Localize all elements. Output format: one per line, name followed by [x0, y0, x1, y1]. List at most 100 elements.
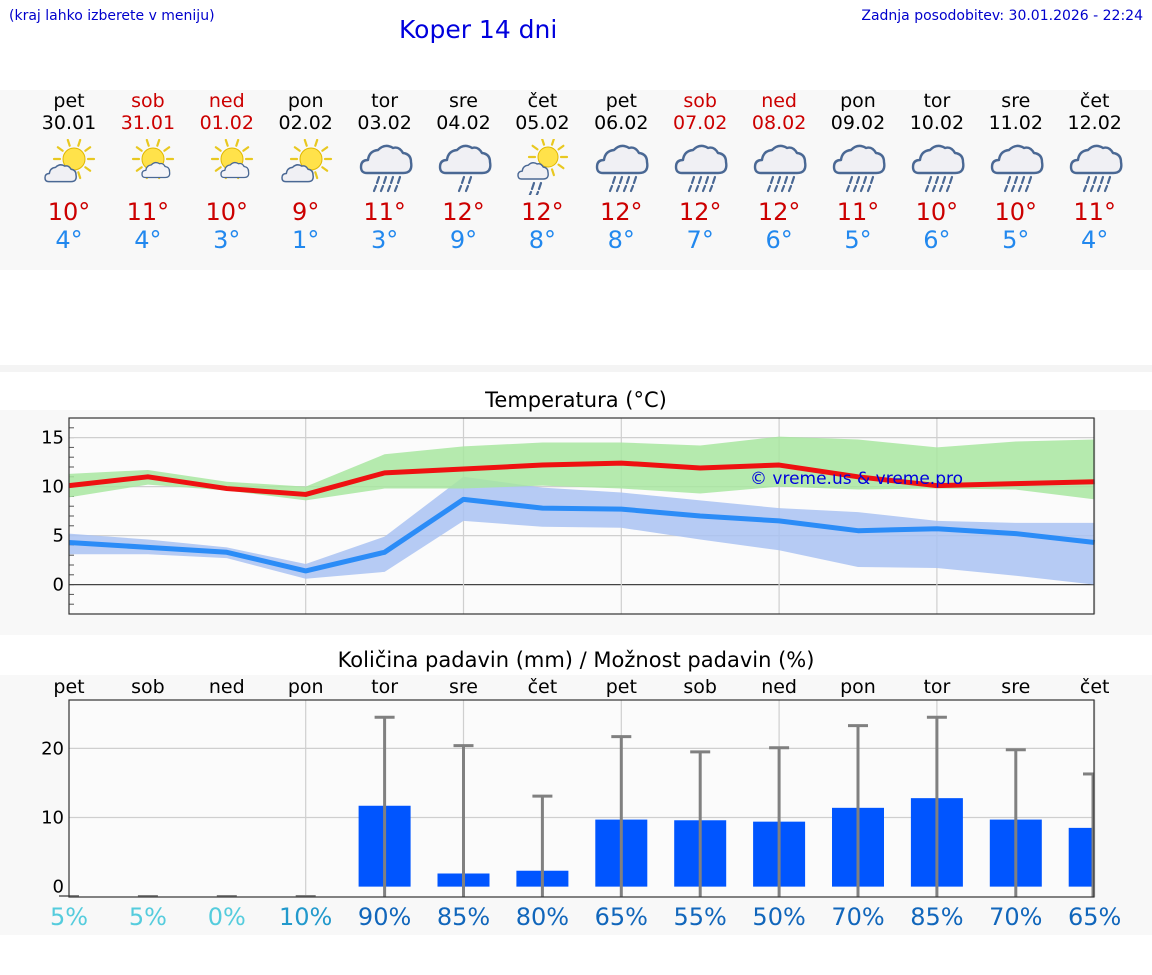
precip-day-label: čet — [527, 676, 558, 698]
day-name: pet — [605, 90, 637, 112]
max-temp: 10° — [915, 198, 959, 226]
max-temp: 12° — [442, 198, 485, 226]
day-date: 10.02 — [909, 112, 965, 134]
rain-cloud-icon — [832, 144, 886, 193]
day-name: sre — [449, 90, 478, 112]
min-temp: 8° — [607, 226, 635, 254]
rain-cloud-icon — [359, 144, 413, 193]
min-temp: 5° — [844, 226, 872, 254]
min-temp: 7° — [686, 226, 714, 254]
temp-chart-title: Temperatura (°C) — [485, 388, 667, 412]
precip-day-label: ned — [208, 676, 245, 698]
day-name: ned — [761, 90, 797, 112]
precip-day-label: pon — [840, 676, 876, 698]
sun-rain-icon — [517, 139, 569, 195]
rain-cloud-icon — [911, 144, 965, 193]
min-temp: 3° — [370, 226, 399, 254]
rain-cloud-light-icon — [438, 144, 492, 193]
rain-cloud-icon — [990, 144, 1044, 193]
min-temp: 4° — [134, 226, 162, 254]
rain-cloud-icon — [596, 144, 649, 193]
day-name: čet — [527, 90, 558, 112]
precip-day-label: tor — [923, 676, 951, 698]
sun-cloud-icon — [44, 139, 96, 183]
max-temp: 12° — [678, 198, 722, 226]
precip-probability: 50% — [752, 903, 806, 931]
day-date: 09.02 — [830, 112, 886, 134]
precip-probability: 70% — [831, 903, 885, 931]
max-temp: 9° — [292, 198, 320, 226]
precip-day-label: sre — [1001, 676, 1031, 698]
precip-day-label: pet — [605, 676, 637, 698]
min-temp: 6° — [765, 226, 793, 254]
region-hint: (kraj lahko izberete v meniju) — [9, 8, 215, 24]
min-temp: 9° — [449, 226, 478, 254]
day-date: 11.02 — [988, 112, 1043, 134]
day-date: 03.02 — [357, 112, 412, 134]
precip-probability: 80% — [515, 903, 570, 931]
day-name: tor — [371, 90, 399, 112]
day-date: 08.02 — [751, 112, 807, 134]
precip-probability: 85% — [436, 903, 491, 931]
max-temp: 12° — [521, 198, 564, 226]
precip-day-label: pon — [287, 676, 324, 698]
day-date: 05.02 — [515, 112, 570, 134]
max-temp: 10° — [205, 198, 249, 226]
min-temp: 6° — [923, 226, 951, 254]
day-name: pet — [53, 90, 85, 112]
precip-probability: 5% — [49, 903, 89, 931]
day-name: pon — [287, 90, 324, 112]
day-name: sob — [131, 90, 165, 112]
precip-chart-title: Količina padavin (mm) / Možnost padavin … — [337, 648, 815, 672]
precip-probability: 55% — [673, 903, 727, 931]
precip-day-label: sob — [683, 676, 717, 698]
precip-day-label: tor — [371, 676, 399, 698]
max-temp: 10° — [994, 198, 1038, 226]
day-name: čet — [1079, 90, 1110, 112]
min-temp: 4° — [1081, 226, 1109, 254]
day-date: 06.02 — [594, 112, 649, 134]
precip-probability: 70% — [989, 903, 1043, 931]
max-temp: 11° — [836, 198, 880, 226]
max-temp: 12° — [600, 198, 643, 226]
rain-cloud-icon — [1069, 144, 1123, 193]
min-temp: 3° — [213, 226, 241, 254]
precip-probability: 65% — [594, 903, 648, 931]
precip-probability: 5% — [128, 903, 167, 931]
precip-day-label: sob — [131, 676, 165, 698]
sun-cloud-icon — [131, 139, 174, 180]
day-date: 30.01 — [41, 112, 97, 134]
day-name: pon — [840, 90, 876, 112]
last-update: Zadnja posodobitev: 30.01.2026 - 22:24 — [861, 8, 1143, 24]
max-temp: 10° — [47, 198, 91, 226]
page-title: Koper 14 dni — [399, 15, 558, 44]
precip-day-label: sre — [449, 676, 478, 698]
max-temp: 11° — [126, 198, 170, 226]
min-temp: 8° — [528, 226, 557, 254]
day-date: 07.02 — [672, 112, 728, 134]
precip-probability: 65% — [1068, 903, 1122, 931]
temp-panel — [0, 410, 1152, 635]
precip-day-label: pet — [53, 676, 85, 698]
rain-cloud-icon — [674, 144, 728, 193]
max-temp: 12° — [757, 198, 801, 226]
forecast-strip — [0, 90, 1152, 270]
precip-day-label: čet — [1079, 676, 1110, 698]
max-temp: 11° — [1073, 198, 1116, 226]
day-date: 12.02 — [1067, 112, 1122, 134]
precip-probability: 85% — [910, 903, 964, 931]
min-temp: 1° — [292, 226, 320, 254]
min-temp: 5° — [1002, 226, 1030, 254]
precip-probability: 90% — [357, 903, 412, 931]
day-date: 01.02 — [199, 112, 254, 134]
precip-panel — [0, 675, 1152, 935]
day-name: sob — [683, 90, 717, 112]
max-temp: 11° — [363, 198, 406, 226]
precip-probability: 10% — [279, 903, 333, 931]
divider — [0, 365, 1152, 372]
sun-cloud-icon — [280, 139, 332, 183]
day-name: sre — [1001, 90, 1031, 112]
min-temp: 4° — [55, 226, 83, 254]
day-name: ned — [208, 90, 245, 112]
day-name: tor — [923, 90, 951, 112]
